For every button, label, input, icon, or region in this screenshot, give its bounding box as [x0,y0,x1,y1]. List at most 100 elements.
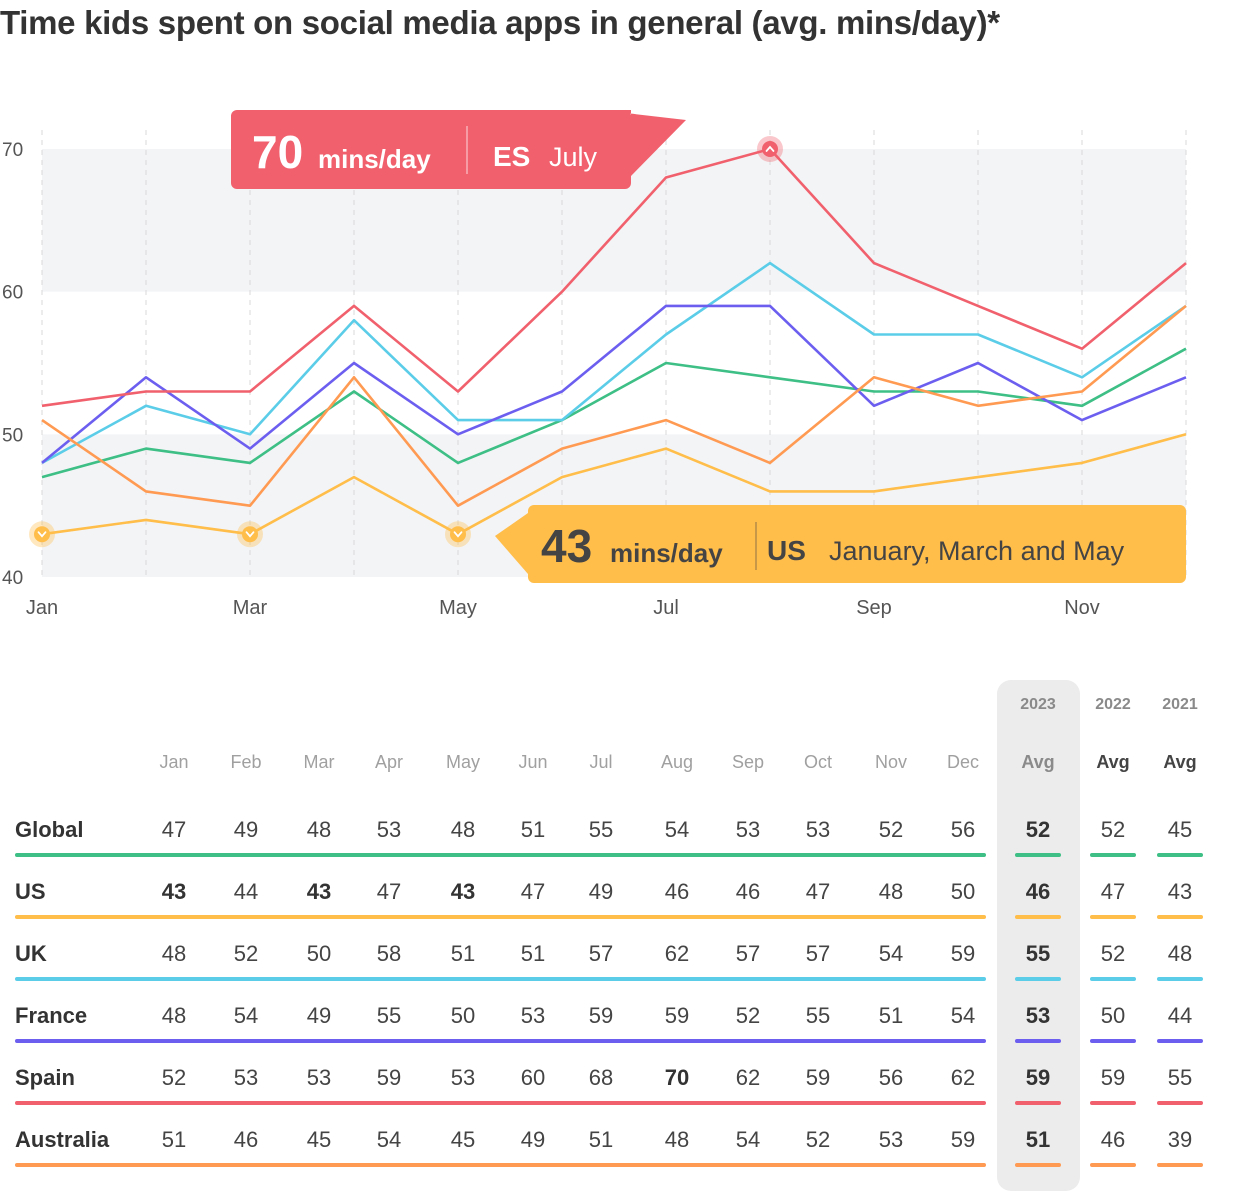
table-cell: 49 [233,817,259,842]
avg-underline [1090,915,1136,919]
table-cell: 62 [735,1065,761,1090]
table-cell: 52 [878,817,904,842]
year-header-2022: 2022 [1095,696,1131,713]
table-cell: 51 [588,1127,614,1152]
table-cell: 48 [306,817,332,842]
table-cell: 52 [161,1065,187,1090]
table-cell: 53 [805,817,831,842]
table-cell: 62 [664,941,690,966]
row-underline-uk [15,977,986,981]
avg-cell-2023: 59 [1025,1065,1051,1090]
callout-us: 43 mins/day US January, March and May [495,505,1186,583]
table-cell: 53 [450,1065,476,1090]
series-line-uk [41,261,1187,465]
table-cell: 60 [520,1065,546,1090]
line-chart: 40 50 60 70 Jan Mar May Jul Sep Nov 70 mins/day ES Ju… [2,110,1187,619]
table-cell: 53 [233,1065,259,1090]
avg-cell-2021: 55 [1167,1065,1193,1090]
callout-es-value: 70 [252,126,303,178]
table-cell: 47 [376,879,402,904]
table-cell: 47 [520,879,546,904]
x-tick-label: Nov [1064,597,1100,619]
row-label-spain: Spain [15,1065,75,1090]
table-cell: 57 [735,941,761,966]
avg-cell-2023: 55 [1025,941,1051,966]
table-cell: 49 [520,1127,546,1152]
table-cell: 58 [376,941,402,966]
avg-2023-column-highlight [997,680,1080,1191]
avg-underline [1090,1101,1136,1105]
table-cell: 43 [306,879,332,904]
table-cell: 59 [376,1065,402,1090]
chevron-up-icon [765,145,775,152]
row-label-global: Global [15,817,84,842]
table-cell: 51 [450,941,476,966]
table-cell: 59 [664,1003,690,1028]
table-cell: 54 [376,1127,402,1152]
y-tick-label: 60 [2,283,23,304]
avg-underline [1015,915,1061,919]
table-cell: 52 [805,1127,831,1152]
callout-us-value: 43 [541,520,592,572]
avg-underline [1157,1039,1203,1043]
avg-underline [1157,1101,1203,1105]
month-header-dec: Dec [946,752,979,772]
month-header-oct: Oct [803,752,832,772]
avg-cell-2023: 52 [1025,817,1051,842]
avg-cell-2022: 52 [1100,941,1126,966]
avg-cell-2022: 47 [1100,879,1126,904]
table-cell: 48 [450,817,476,842]
table-cell: 48 [878,879,904,904]
avg-underline [1015,977,1061,981]
callout-es-box [231,110,631,189]
table-cell: 53 [306,1065,332,1090]
month-header-jan: Jan [159,752,189,772]
table-cell: 68 [588,1065,614,1090]
table-cell: 55 [376,1003,402,1028]
table-cell: 44 [233,879,259,904]
table-cell: 57 [805,941,831,966]
y-tick-label: 50 [2,425,23,446]
table-cell: 49 [588,879,614,904]
table-cell: 53 [735,817,761,842]
avg-underline [1090,853,1136,857]
avg-underline [1157,853,1203,857]
x-tick-label: Sep [856,597,892,619]
callout-us-country: US [767,535,806,566]
table-cell: 48 [161,941,187,966]
table-cell: 47 [161,817,187,842]
month-header-feb: Feb [230,752,262,772]
avg-header-2021: Avg [1163,752,1197,772]
month-header-may: May [445,752,480,772]
callout-es: 70 mins/day ES July [231,110,686,189]
table-cell: 45 [450,1127,476,1152]
highlight-marker [34,526,50,543]
callout-es-pointer [600,110,686,176]
table-cell: 54 [664,817,690,842]
table-cell: 54 [735,1127,761,1152]
row-underline-australia [15,1163,986,1167]
table-cell: 48 [664,1127,690,1152]
month-header-aug: Aug [660,752,694,772]
table-cell: 51 [878,1003,904,1028]
callout-es-period: July [549,142,598,172]
row-label-uk: UK [15,941,47,966]
year-header-2023: 2023 [1020,696,1056,713]
table-cell: 49 [306,1003,332,1028]
avg-underline [1015,1101,1061,1105]
chevron-down-icon [453,531,463,538]
table-cell: 51 [161,1127,187,1152]
chart-title: Time kids spent on social media apps in … [0,4,1000,41]
table-cell: 59 [805,1065,831,1090]
table-cell: 50 [450,1003,476,1028]
table-cell: 53 [376,817,402,842]
month-header-jul: Jul [589,752,613,772]
year-header-2021: 2021 [1162,696,1198,713]
table-cell: 47 [805,879,831,904]
x-tick-label: Jan [26,597,58,619]
table-cell: 55 [588,817,614,842]
y-tick-label: 40 [2,568,23,589]
avg-underline [1015,1163,1061,1167]
callout-es-unit: mins/day [318,144,431,174]
avg-cell-2021: 48 [1167,941,1193,966]
